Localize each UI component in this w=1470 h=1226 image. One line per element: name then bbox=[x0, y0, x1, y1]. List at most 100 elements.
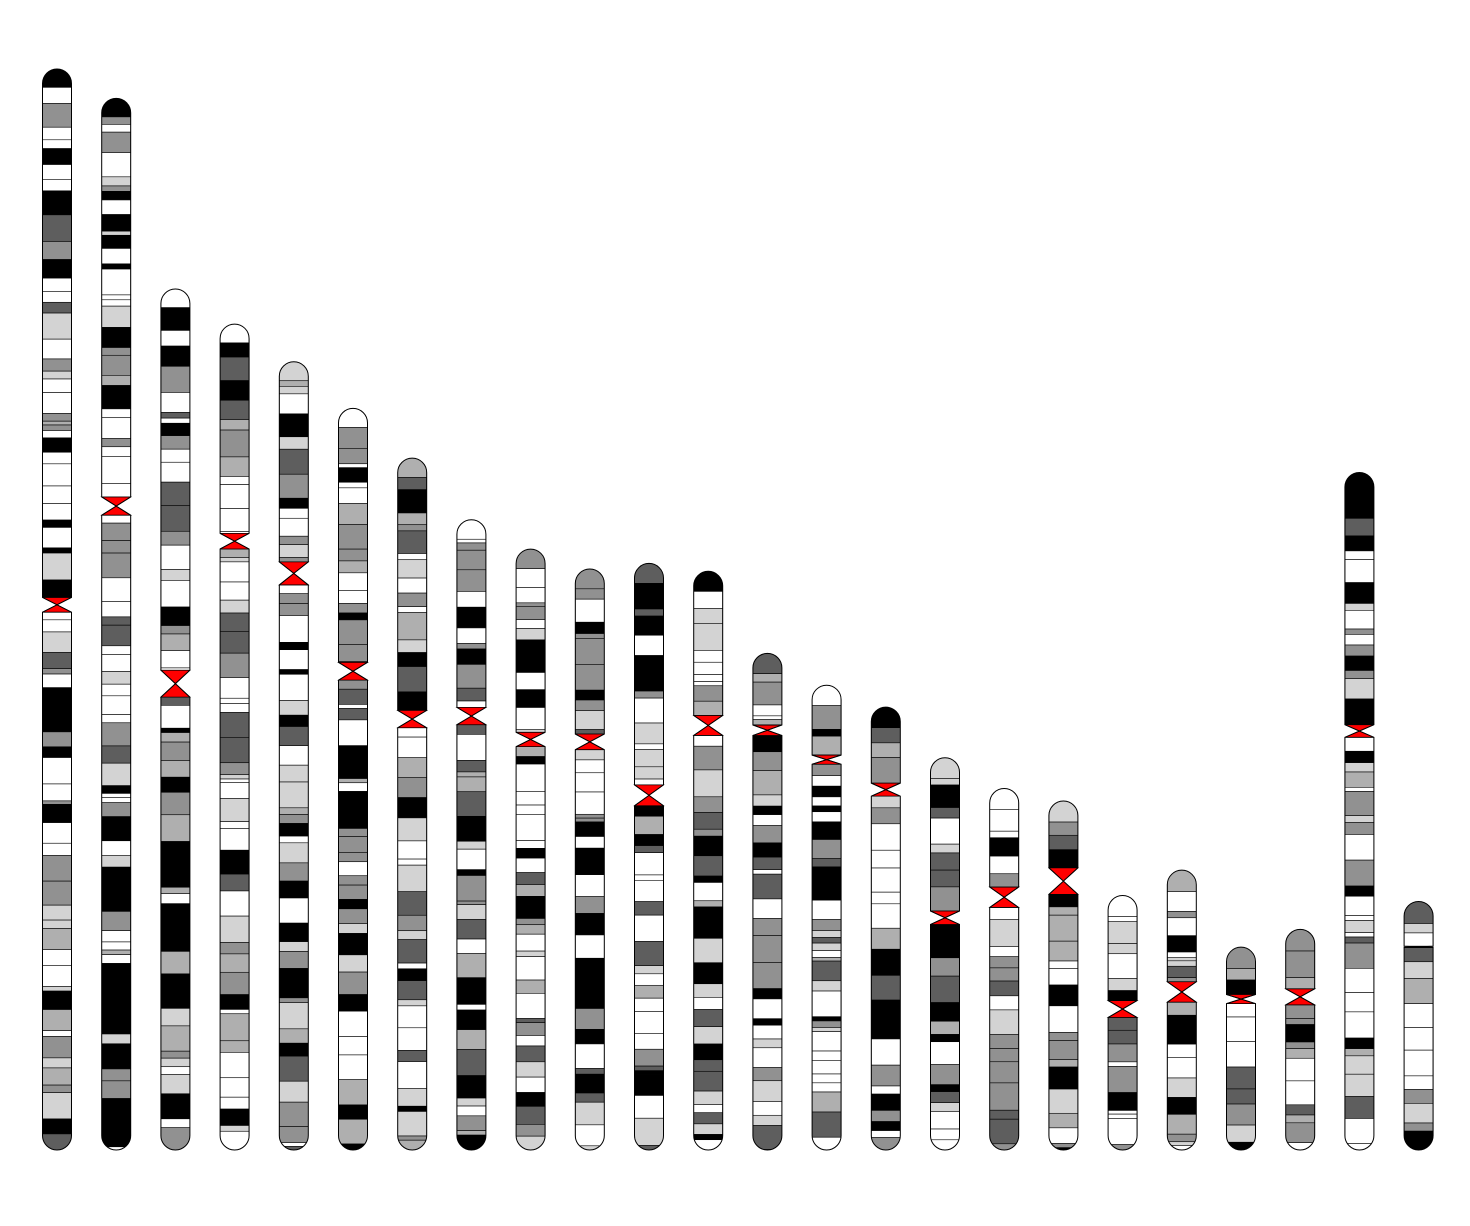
band bbox=[42, 712, 72, 733]
band bbox=[456, 904, 486, 920]
band bbox=[752, 842, 782, 858]
band bbox=[101, 785, 131, 794]
band bbox=[930, 1139, 960, 1150]
band bbox=[516, 652, 546, 673]
band bbox=[1226, 968, 1256, 981]
band bbox=[1344, 678, 1374, 700]
band bbox=[516, 672, 546, 690]
band bbox=[1048, 960, 1078, 969]
band bbox=[989, 1082, 1019, 1111]
band bbox=[456, 648, 486, 665]
p-arm bbox=[279, 361, 309, 563]
band bbox=[516, 884, 546, 897]
band bbox=[1167, 1077, 1197, 1098]
band bbox=[101, 671, 131, 685]
band bbox=[42, 1118, 72, 1135]
band bbox=[101, 446, 131, 457]
band bbox=[279, 593, 309, 604]
band bbox=[220, 380, 250, 394]
band bbox=[516, 956, 546, 981]
centromere bbox=[988, 896, 1020, 908]
chromosome-outline bbox=[989, 896, 1020, 1151]
band bbox=[397, 1139, 427, 1150]
band bbox=[693, 1134, 723, 1141]
centromere bbox=[633, 794, 665, 807]
chromosome-outline bbox=[1107, 1008, 1138, 1151]
band bbox=[752, 704, 782, 717]
chromosome-5 bbox=[278, 361, 310, 1151]
centromere bbox=[219, 532, 250, 542]
band bbox=[1344, 920, 1374, 933]
band bbox=[1048, 1040, 1078, 1060]
band bbox=[1048, 1088, 1078, 1114]
band bbox=[812, 885, 842, 901]
band bbox=[1344, 932, 1374, 938]
band bbox=[812, 839, 842, 859]
band bbox=[42, 919, 72, 929]
chromosome-outline bbox=[989, 788, 1020, 898]
band bbox=[338, 923, 368, 934]
band bbox=[930, 1111, 960, 1130]
band bbox=[160, 814, 190, 842]
band bbox=[397, 530, 427, 554]
band bbox=[812, 960, 842, 982]
chromosome-outline bbox=[574, 568, 605, 743]
band bbox=[575, 1092, 605, 1103]
q-arm bbox=[279, 584, 309, 1150]
band bbox=[42, 463, 72, 487]
band bbox=[1344, 942, 1374, 969]
band bbox=[1344, 603, 1374, 611]
band bbox=[101, 624, 131, 647]
chromosome-outline bbox=[752, 729, 783, 1151]
band bbox=[634, 874, 664, 881]
band bbox=[160, 650, 190, 669]
band bbox=[930, 936, 960, 959]
band bbox=[575, 817, 605, 823]
band bbox=[634, 997, 664, 1012]
centromere bbox=[1284, 988, 1317, 998]
band bbox=[871, 1130, 901, 1138]
band bbox=[871, 948, 901, 976]
band bbox=[693, 910, 723, 939]
centromere bbox=[1106, 1008, 1139, 1018]
band bbox=[693, 1112, 723, 1125]
chromosome-outline bbox=[574, 741, 605, 1151]
band bbox=[1404, 932, 1434, 947]
chromosome-20 bbox=[1166, 869, 1198, 1151]
band bbox=[220, 599, 250, 614]
p-arm bbox=[160, 288, 190, 671]
band bbox=[516, 791, 546, 806]
band bbox=[1167, 1133, 1197, 1143]
band bbox=[1167, 1001, 1197, 1016]
p-arm bbox=[693, 571, 723, 716]
band bbox=[279, 880, 309, 899]
band bbox=[634, 879, 664, 902]
band bbox=[160, 886, 190, 894]
band bbox=[397, 691, 427, 711]
band bbox=[1344, 1096, 1374, 1119]
band bbox=[101, 218, 131, 232]
band bbox=[42, 338, 72, 360]
band bbox=[930, 1091, 960, 1103]
band bbox=[160, 481, 190, 507]
band bbox=[752, 1101, 782, 1116]
band bbox=[634, 1117, 664, 1146]
centromere bbox=[1047, 867, 1079, 882]
band bbox=[42, 259, 72, 279]
band bbox=[989, 995, 1019, 1011]
band bbox=[693, 1090, 723, 1105]
band bbox=[1108, 953, 1138, 979]
band bbox=[160, 580, 190, 608]
band bbox=[160, 1025, 190, 1052]
band bbox=[101, 299, 131, 307]
band bbox=[1226, 1088, 1256, 1105]
band bbox=[279, 941, 309, 952]
band bbox=[1108, 1144, 1138, 1150]
band bbox=[279, 745, 309, 766]
band bbox=[101, 1068, 131, 1082]
band bbox=[693, 796, 723, 813]
band bbox=[397, 606, 427, 613]
band bbox=[752, 1024, 782, 1040]
q-arm bbox=[812, 763, 842, 1150]
centromere bbox=[159, 669, 191, 685]
